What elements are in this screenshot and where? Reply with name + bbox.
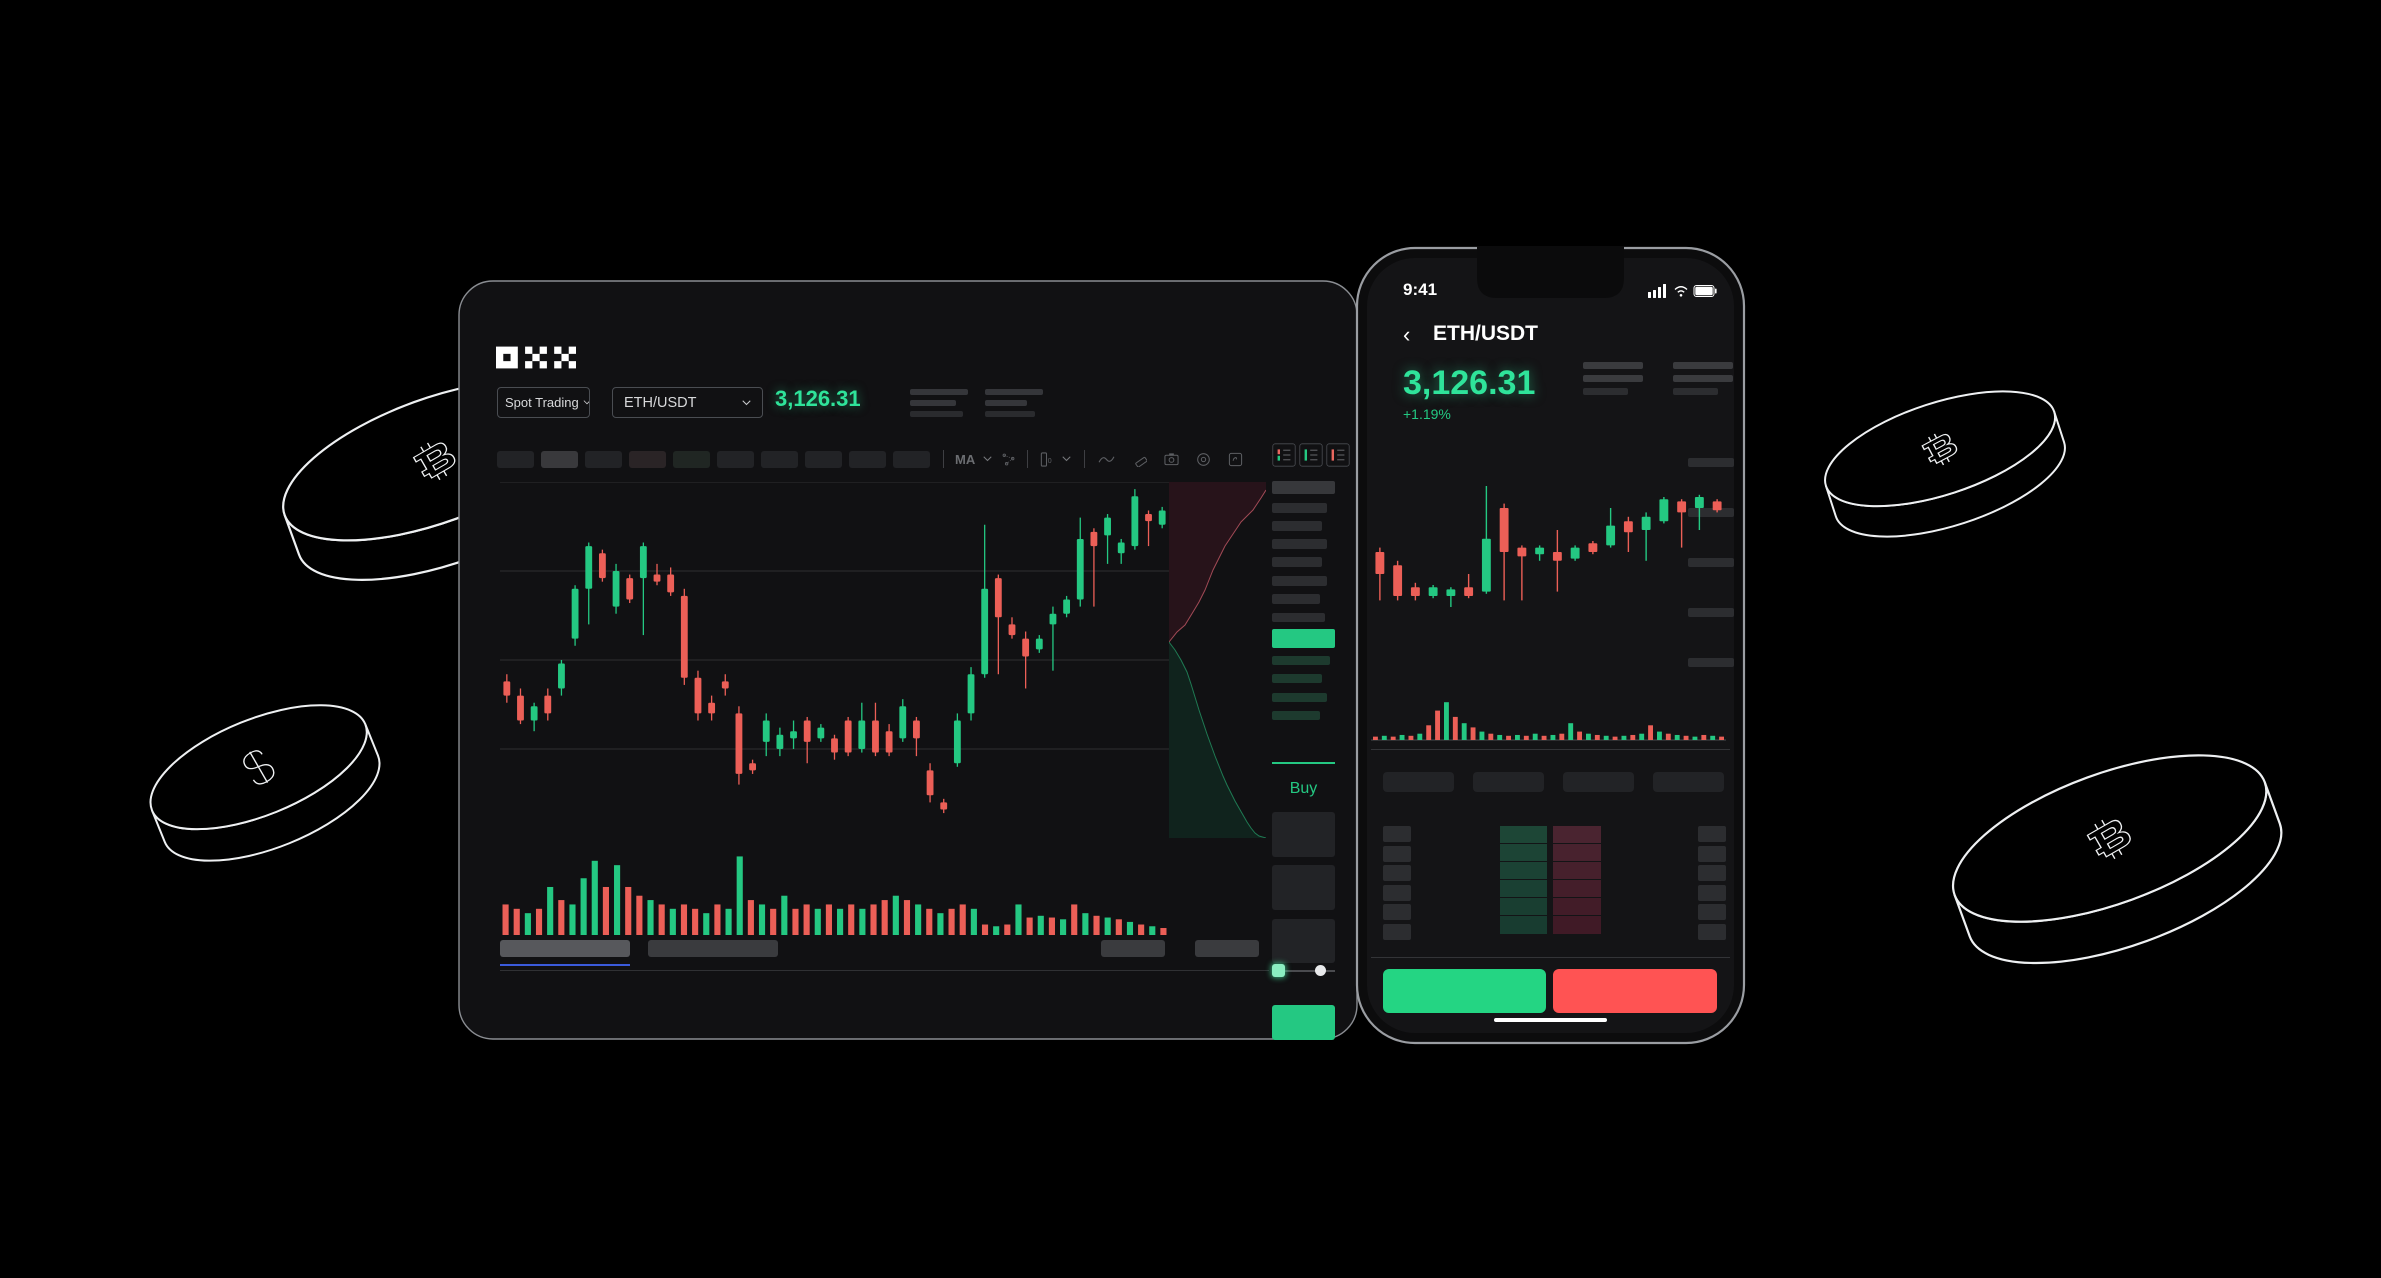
svg-text:0: 0	[1048, 457, 1052, 464]
